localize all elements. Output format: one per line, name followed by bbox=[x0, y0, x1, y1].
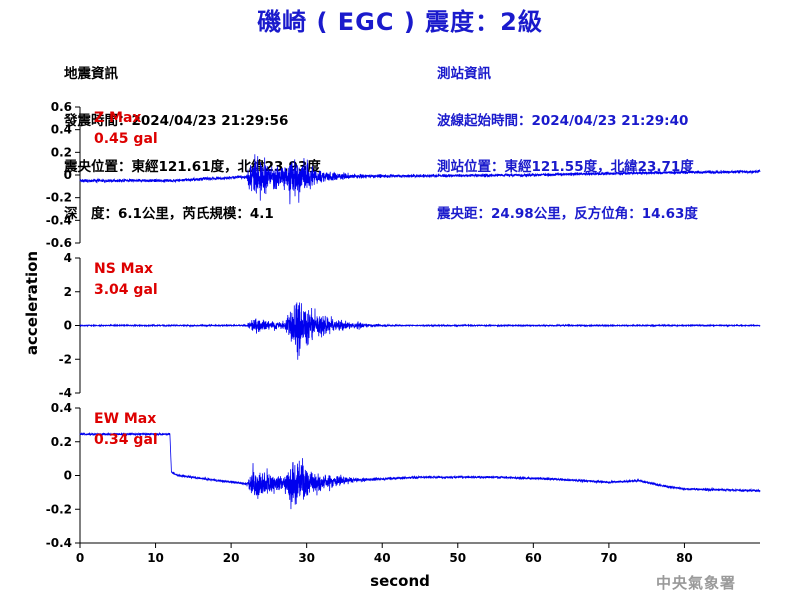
agency-watermark: 中央氣象署 bbox=[656, 574, 737, 592]
y-tick-label: -0.6 bbox=[46, 236, 72, 250]
y-tick-label: 0.2 bbox=[51, 145, 72, 159]
y-tick-label: 2 bbox=[64, 285, 72, 299]
y-tick-label: -0.2 bbox=[46, 191, 72, 205]
max-label-ns: NS Max bbox=[94, 261, 153, 277]
x-tick-label: 0 bbox=[76, 551, 84, 565]
max-value-z: 0.45 gal bbox=[94, 131, 158, 147]
station-info-block: 測站資訊 波線起始時間：2024/04/23 21:29:40 測站位置：東經1… bbox=[437, 36, 698, 238]
x-tick-label: 20 bbox=[223, 551, 240, 565]
quake-info-heading: 地震資訊 bbox=[64, 66, 118, 82]
quake-depth-magnitude: 深 度：6.1公里，芮氏規模：4.1 bbox=[64, 205, 274, 222]
waveform-ns bbox=[79, 302, 761, 360]
y-tick-label: 0.4 bbox=[51, 401, 72, 415]
station-wave-start: 波線起始時間：2024/04/23 21:29:40 bbox=[437, 112, 689, 129]
max-label-ew: EW Max bbox=[94, 411, 156, 427]
y-tick-label: -0.2 bbox=[46, 502, 72, 516]
y-tick-label: -2 bbox=[59, 352, 72, 366]
max-value-ew: 0.34 gal bbox=[94, 432, 158, 448]
y-tick-label: 4 bbox=[64, 251, 72, 265]
max-label-z: Z Max bbox=[94, 110, 141, 126]
x-tick-label: 60 bbox=[525, 551, 542, 565]
y-tick-label: 0.2 bbox=[51, 435, 72, 449]
chart-title: 磯崎 ( EGC ) 震度：2級 bbox=[257, 8, 543, 36]
y-tick-label: 0.4 bbox=[51, 123, 72, 137]
x-tick-label: 70 bbox=[601, 551, 618, 565]
max-value-ns: 3.04 gal bbox=[94, 282, 158, 298]
x-tick-label: 50 bbox=[449, 551, 466, 565]
station-info-heading: 測站資訊 bbox=[437, 66, 491, 82]
y-tick-label: -4 bbox=[59, 386, 72, 400]
x-tick-label: 80 bbox=[676, 551, 693, 565]
waveform-z bbox=[79, 154, 761, 205]
y-tick-label: -0.4 bbox=[46, 536, 72, 550]
station-location: 測站位置：東經121.55度，北緯23.71度 bbox=[437, 159, 694, 175]
y-tick-label: 0 bbox=[64, 469, 72, 483]
waveform-ew bbox=[79, 431, 761, 510]
y-tick-label: 0 bbox=[64, 319, 72, 333]
y-tick-label: 0 bbox=[64, 168, 72, 182]
x-axis-title: second bbox=[370, 572, 430, 590]
x-tick-label: 30 bbox=[298, 551, 315, 565]
x-tick-label: 40 bbox=[374, 551, 391, 565]
y-tick-label: 0.6 bbox=[51, 100, 72, 114]
quake-time: 發震時間：2024/04/23 21:29:56 bbox=[64, 112, 289, 129]
y-axis-title: acceleration bbox=[23, 251, 41, 355]
quake-info-block: 地震資訊 發震時間：2024/04/23 21:29:56 震央位置：東經121… bbox=[64, 36, 321, 238]
x-tick-label: 10 bbox=[147, 551, 164, 565]
station-distance-azimuth: 震央距：24.98公里，反方位角：14.63度 bbox=[437, 205, 698, 222]
y-tick-label: -0.4 bbox=[46, 213, 72, 227]
